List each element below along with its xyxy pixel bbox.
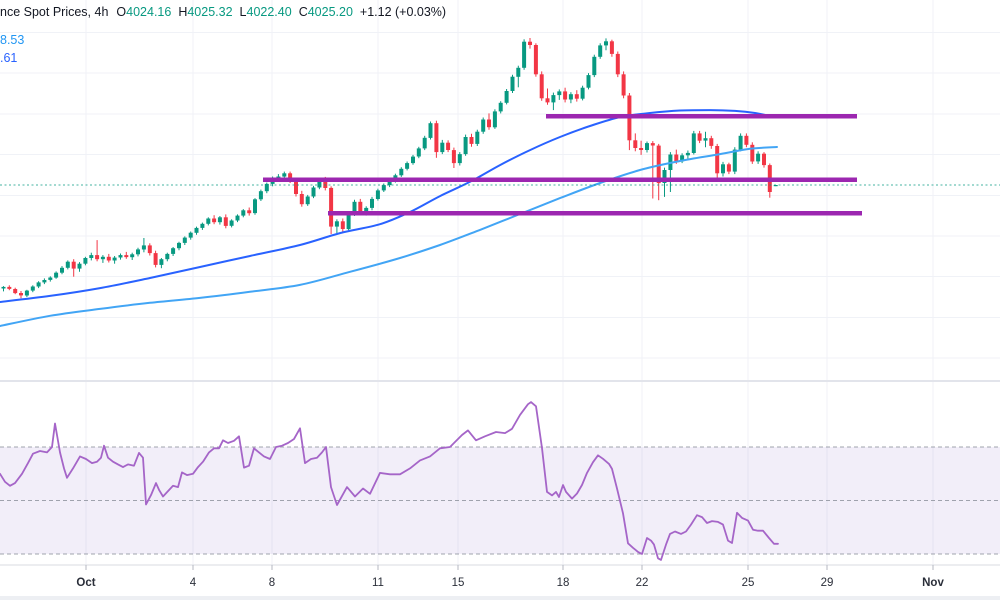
symbol-title[interactable]: nce Spot Prices, 4h (0, 5, 109, 19)
time-axis-label: 22 (636, 577, 649, 589)
low-label: L (239, 5, 247, 19)
time-axis[interactable]: Oct 4 8 11 15 18 22 25 29 Nov (0, 564, 1000, 600)
candlestick-series[interactable] (1, 38, 778, 299)
price-gridlines (0, 31, 1000, 359)
indicator-legend-ma-royal[interactable]: .61 (0, 51, 17, 65)
time-axis-label: 15 (452, 577, 465, 589)
time-axis-label: 25 (742, 577, 755, 589)
ma-royal-value: .61 (0, 51, 18, 65)
close-label: C (298, 5, 308, 19)
support-resistance-levels[interactable] (263, 113, 862, 216)
bottom-strip (0, 596, 1000, 600)
low-value: 4022.40 (246, 5, 292, 19)
time-axis-label: 29 (821, 577, 834, 589)
time-axis-label: Oct (76, 577, 95, 589)
ma-line-light-blue[interactable] (0, 146, 778, 327)
symbol-legend[interactable]: nce Spot Prices, 4h O4024.16 H4025.32 L4… (0, 5, 446, 20)
indicator-legend-ma-light[interactable]: 8.53 (0, 33, 24, 47)
ma-light-value: 8.53 (0, 33, 25, 47)
rsi-line[interactable] (0, 401, 779, 561)
time-axis-label: Nov (922, 577, 944, 589)
vertical-gridlines (85, 0, 934, 565)
rsi-band (0, 446, 1000, 555)
time-axis-label: 4 (190, 577, 197, 589)
ohlc-readout: O4024.16 H4025.32 L4022.40 C4025.20 +1.1… (116, 5, 446, 20)
change-value: +1.12 (+0.03%) (359, 5, 447, 19)
time-axis-label: 8 (269, 577, 275, 589)
open-value: 4024.16 (126, 5, 172, 19)
ma-line-royal-blue[interactable] (0, 109, 776, 303)
close-value: 4025.20 (307, 5, 353, 19)
time-axis-label: 18 (557, 577, 570, 589)
high-value: 4025.32 (187, 5, 233, 19)
open-label: O (116, 5, 127, 19)
time-axis-label: 11 (372, 577, 384, 589)
high-label: H (178, 5, 188, 19)
